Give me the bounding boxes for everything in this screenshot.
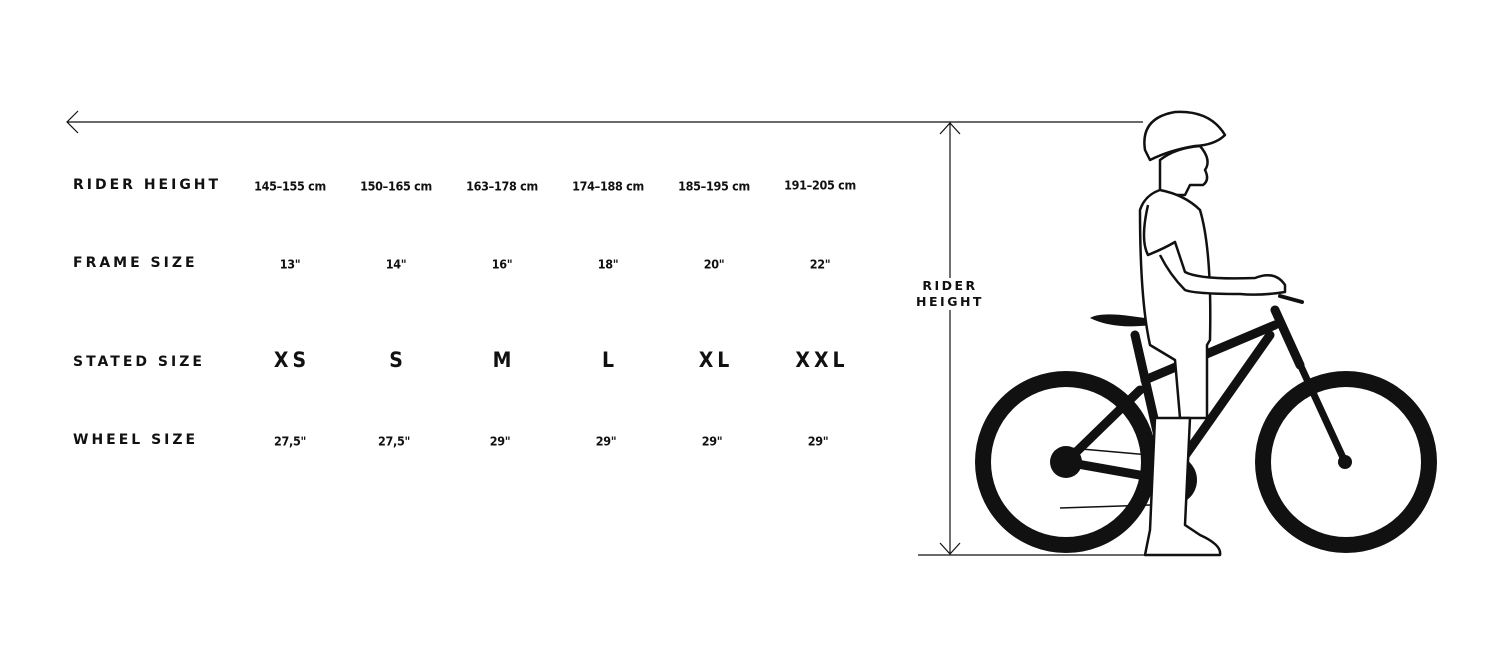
frame-size-xxl: 22"	[809, 256, 831, 272]
stated-size-l: L	[601, 348, 619, 372]
stated-size-xl: XL	[698, 348, 734, 372]
rider-height-xl: 185–195 cm	[678, 178, 750, 194]
handlebar	[1278, 294, 1304, 304]
down-arrow-icon	[939, 542, 961, 555]
measure-label: RIDER HEIGHT	[900, 278, 1000, 310]
top-tube	[1140, 320, 1280, 385]
rider-height-xs: 145–155 cm	[254, 178, 326, 194]
measure-label-line2: HEIGHT	[916, 294, 984, 309]
rider-height-s: 150–165 cm	[360, 178, 432, 194]
frame-size-xl: 20"	[703, 256, 725, 272]
up-arrow-icon	[939, 122, 961, 135]
head	[1158, 144, 1209, 197]
rider-figure-icon	[1138, 110, 1287, 557]
rider-height-xxl: 191–205 cm	[784, 177, 856, 193]
wheel-size-s: 27,5"	[377, 433, 411, 449]
front-wheel	[1255, 371, 1437, 553]
row-label-frame-size: FRAME SIZE	[73, 255, 198, 271]
bike-icon	[975, 294, 1437, 553]
wheel-size-l: 29"	[595, 433, 617, 449]
stated-size-xs: XS	[273, 348, 311, 372]
frame-size-m: 16"	[491, 256, 513, 272]
stated-size-s: S	[389, 348, 407, 372]
cassette	[1050, 446, 1082, 478]
frame-size-xs: 13"	[279, 256, 301, 272]
head-tube	[1270, 305, 1305, 370]
stated-size-m: M	[492, 348, 516, 372]
seat-stay	[1061, 385, 1145, 467]
row-label-rider-height: RIDER HEIGHT	[73, 177, 222, 193]
wheel-size-xl: 29"	[701, 433, 723, 449]
saddle	[1090, 314, 1161, 327]
measurement-lines	[66, 110, 1145, 556]
measure-label-line1: RIDER	[922, 278, 978, 293]
rider-height-m: 163–178 cm	[466, 178, 538, 194]
wheel-size-m: 29"	[489, 433, 511, 449]
stated-size-xxl: XXL	[795, 348, 849, 372]
wheel-size-xs: 27,5"	[273, 433, 307, 449]
left-arrow-icon	[66, 110, 79, 134]
rider-height-l: 174–188 cm	[572, 178, 644, 194]
arm	[1142, 204, 1287, 296]
row-label-wheel-size: WHEEL SIZE	[73, 432, 199, 448]
wheel-size-xxl: 29"	[807, 433, 829, 449]
rear-wheel	[975, 371, 1157, 553]
legs	[1143, 416, 1222, 557]
fork	[1294, 356, 1349, 466]
frame-size-s: 14"	[385, 256, 407, 272]
row-label-stated-size: STATED SIZE	[73, 354, 205, 370]
frame-size-l: 18"	[597, 256, 619, 272]
